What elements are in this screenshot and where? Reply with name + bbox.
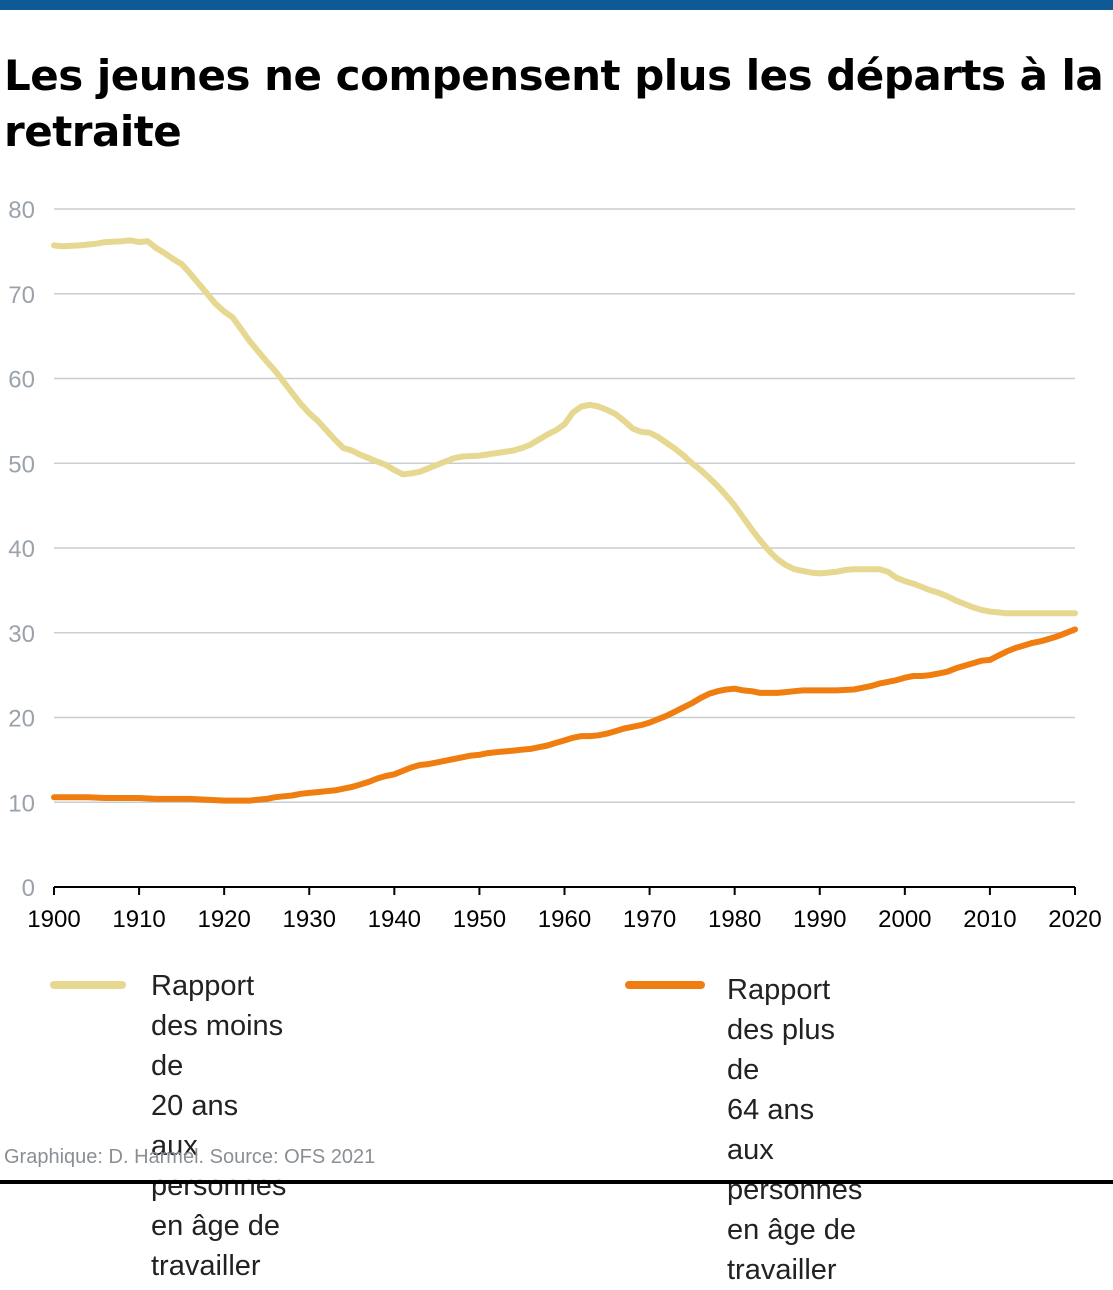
top-accent-bar	[0, 0, 1113, 10]
x-tick-label: 1960	[538, 906, 591, 933]
legend-label-young: Rapport des moins de 20 ans aux personne…	[151, 966, 286, 1286]
x-tick-label: 1980	[708, 906, 761, 933]
x-tick-label: 1970	[623, 906, 676, 933]
legend-label-line: 64 ans aux personnes	[727, 1094, 863, 1206]
y-tick-label: 20	[8, 706, 35, 733]
series-line-young	[51, 237, 1078, 617]
x-tick-label: 1940	[368, 906, 421, 933]
y-tick-label: 0	[22, 875, 35, 902]
legend-swatch-young	[50, 981, 126, 989]
legend-label-old: Rapport des plus de 64 ans aux personnes…	[727, 970, 862, 1290]
legend-label-line: Rapport des moins de	[151, 970, 284, 1082]
y-tick-label: 50	[8, 451, 35, 478]
chart-title: Les jeunes ne compensent plus les départ…	[4, 51, 1104, 156]
grid-lines	[54, 208, 1075, 803]
series-lines	[51, 237, 1078, 804]
y-tick-label: 60	[8, 367, 35, 394]
legend-label-line: Rapport des plus de	[727, 974, 836, 1086]
legend-swatch-old	[625, 981, 705, 989]
y-axis-ticks: 0 10 20 30 40 50 60 70 80	[8, 197, 35, 902]
x-tick-label: 1910	[112, 906, 165, 933]
x-tick-label: 1950	[453, 906, 506, 933]
x-tick-label: 1920	[197, 906, 250, 933]
y-tick-label: 70	[8, 282, 35, 309]
x-tick-label: 1990	[793, 906, 846, 933]
x-tick-label: 2000	[878, 906, 931, 933]
bottom-rule	[0, 1180, 1113, 1184]
y-tick-label: 10	[8, 790, 35, 817]
series-line-old	[51, 626, 1078, 804]
y-tick-label: 30	[8, 621, 35, 648]
source-note: Graphique: D. Harmel. Source: OFS 2021	[4, 1146, 376, 1168]
y-tick-label: 40	[8, 536, 35, 563]
x-axis: 1900 1910 1920 1930 1940 1950 1960 1970 1980 1990…	[27, 886, 1102, 933]
x-tick-label: 1900	[27, 906, 80, 933]
y-tick-label: 80	[8, 197, 35, 224]
legend-label-line: en âge de travailler	[727, 1214, 857, 1286]
legend-label-line: en âge de travailler	[151, 1210, 281, 1282]
x-tick-label: 1930	[283, 906, 336, 933]
x-tick-label: 2020	[1048, 906, 1101, 933]
x-tick-label: 2010	[963, 906, 1016, 933]
